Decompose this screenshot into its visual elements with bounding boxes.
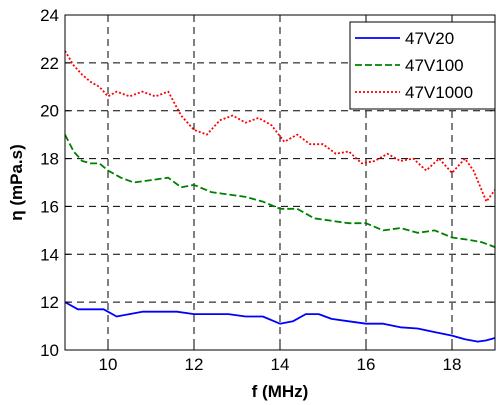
series-line-47v1000 bbox=[65, 50, 495, 203]
legend-box bbox=[349, 21, 496, 110]
x-tick-label: 10 bbox=[99, 355, 118, 374]
y-tick-label: 22 bbox=[40, 54, 59, 73]
x-tick-label: 18 bbox=[443, 355, 462, 374]
grid-lines bbox=[65, 15, 495, 350]
x-tick-label: 14 bbox=[271, 355, 290, 374]
series-line-47v20 bbox=[65, 301, 495, 343]
legend: 47V20 47V100 47V1000 bbox=[349, 21, 496, 110]
y-tick-label: 14 bbox=[40, 245, 59, 264]
series-lines bbox=[65, 50, 495, 343]
x-axis-label: f (MHz) bbox=[252, 382, 309, 401]
legend-label: 47V1000 bbox=[405, 83, 473, 102]
y-tick-label: 20 bbox=[40, 102, 59, 121]
y-tick-label: 18 bbox=[40, 150, 59, 169]
legend-label: 47V20 bbox=[405, 29, 454, 48]
legend-label: 47V100 bbox=[405, 56, 464, 75]
axis-ticks: 10 12 14 16 18 10 12 14 16 18 20 22 24 bbox=[40, 6, 495, 374]
x-tick-label: 16 bbox=[357, 355, 376, 374]
series-line-47v100 bbox=[65, 134, 495, 248]
y-tick-label: 10 bbox=[40, 341, 59, 360]
x-tick-label: 12 bbox=[185, 355, 204, 374]
y-axis-label: η (mPa.s) bbox=[7, 144, 26, 221]
y-tick-label: 12 bbox=[40, 293, 59, 312]
y-tick-label: 24 bbox=[40, 6, 59, 25]
y-tick-label: 16 bbox=[40, 197, 59, 216]
